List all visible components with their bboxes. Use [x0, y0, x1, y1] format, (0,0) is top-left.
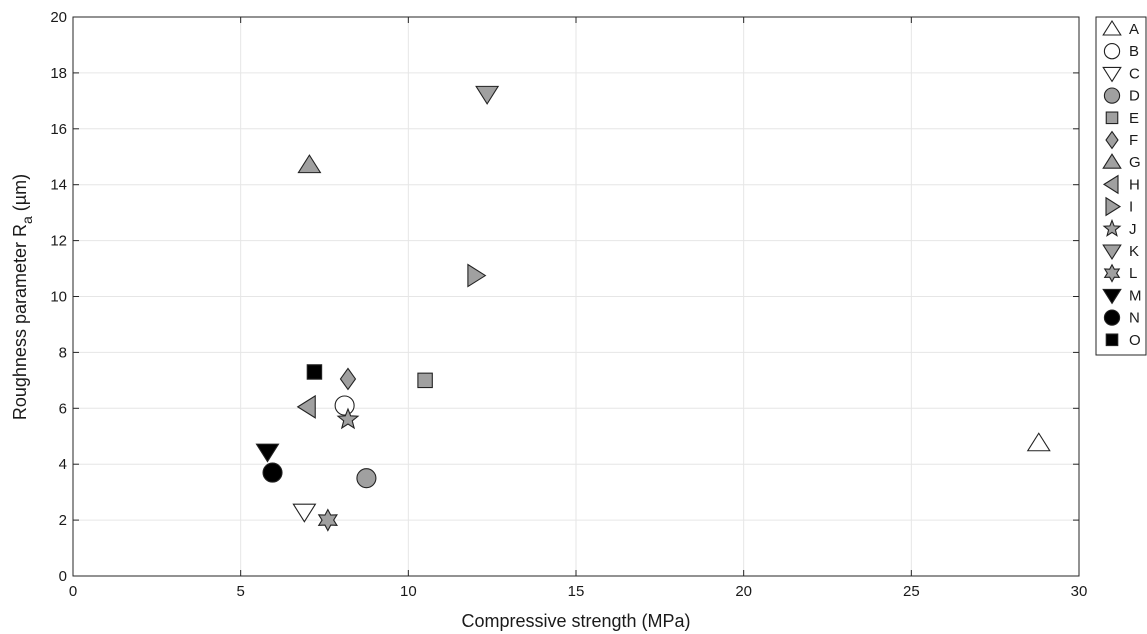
y-tick-label: 12 — [50, 233, 67, 250]
x-axis-label: Compressive strength (MPa) — [461, 611, 690, 631]
data-point-g — [297, 154, 322, 174]
x-tick-label: 20 — [735, 583, 752, 600]
data-point-h — [296, 394, 316, 419]
legend-marker-n — [1103, 309, 1121, 326]
y-axis-label-subscript: a — [19, 216, 35, 224]
y-axis-label-main: Roughness parameter R — [10, 224, 30, 420]
legend-marker-j — [1102, 218, 1122, 237]
data-point-j — [336, 407, 360, 430]
legend-label-m: M — [1129, 287, 1142, 304]
data-point-e — [417, 372, 433, 389]
data-point-o — [306, 364, 323, 380]
y-axis-label-unit: (µm) — [10, 174, 30, 216]
y-tick-label: 4 — [59, 456, 67, 473]
data-point-b — [334, 395, 355, 416]
legend-label-o: O — [1129, 332, 1141, 349]
y-tick-label: 18 — [50, 65, 67, 82]
data-point-i — [467, 263, 487, 288]
legend-label-h: H — [1129, 176, 1140, 193]
legend-marker-d — [1103, 87, 1121, 104]
legend-label-d: D — [1129, 88, 1140, 105]
legend-label-a: A — [1129, 21, 1139, 38]
y-tick-label: 20 — [50, 9, 67, 26]
legend-label-f: F — [1129, 132, 1138, 149]
x-tick-label: 30 — [1071, 583, 1088, 600]
x-tick-label: 0 — [69, 583, 77, 600]
y-tick-label: 8 — [59, 344, 67, 361]
legend-label-j: J — [1129, 221, 1137, 238]
legend-label-e: E — [1129, 110, 1139, 127]
x-tick-label: 5 — [236, 583, 244, 600]
legend-label-n: N — [1129, 310, 1140, 327]
legend-marker-e — [1105, 111, 1119, 125]
data-point-m — [255, 443, 280, 463]
data-point-d — [356, 468, 377, 489]
legend-marker-o — [1105, 333, 1119, 347]
data-points — [255, 85, 1051, 532]
axis-ticks: 0 5 10 15 20 25 30 0 2 4 6 8 10 12 14 16 18 20 — [50, 9, 1087, 600]
y-tick-label: 0 — [59, 568, 67, 585]
data-point-f — [339, 367, 357, 391]
legend-label-b: B — [1129, 43, 1139, 60]
legend-marker-a — [1102, 19, 1122, 36]
data-point-l — [317, 508, 338, 532]
legend-marker-i — [1105, 196, 1122, 217]
legend-marker-g — [1102, 153, 1122, 169]
legend-box — [1095, 16, 1147, 356]
legend-label-g: G — [1129, 154, 1141, 171]
x-tick-label: 25 — [903, 583, 920, 600]
y-tick-label: 2 — [59, 512, 67, 529]
legend-marker-f — [1105, 130, 1119, 150]
legend-marker-l — [1103, 263, 1121, 283]
legend-label-c: C — [1129, 65, 1140, 82]
data-point-k — [475, 85, 500, 105]
legend-label-i: I — [1129, 199, 1133, 216]
y-tick-label: 6 — [59, 400, 67, 417]
data-point-n — [262, 462, 283, 483]
y-tick-label: 14 — [50, 177, 67, 194]
legend-marker-c — [1102, 66, 1122, 83]
data-point-a — [1026, 432, 1051, 452]
x-tick-label: 10 — [400, 583, 417, 600]
y-axis-label: Roughness parameter Ra (µm) — [10, 174, 35, 420]
legend-marker-m — [1102, 288, 1122, 305]
data-point-c — [292, 503, 317, 523]
legend-label-k: K — [1129, 243, 1139, 260]
y-tick-label: 16 — [50, 121, 67, 138]
legend-marker-k — [1102, 244, 1122, 261]
x-tick-label: 15 — [568, 583, 585, 600]
y-tick-label: 10 — [50, 289, 67, 306]
grid — [73, 17, 1079, 576]
legend-marker-b — [1103, 43, 1121, 60]
legend-marker-h — [1102, 174, 1119, 195]
legend-label-l: L — [1129, 265, 1137, 282]
